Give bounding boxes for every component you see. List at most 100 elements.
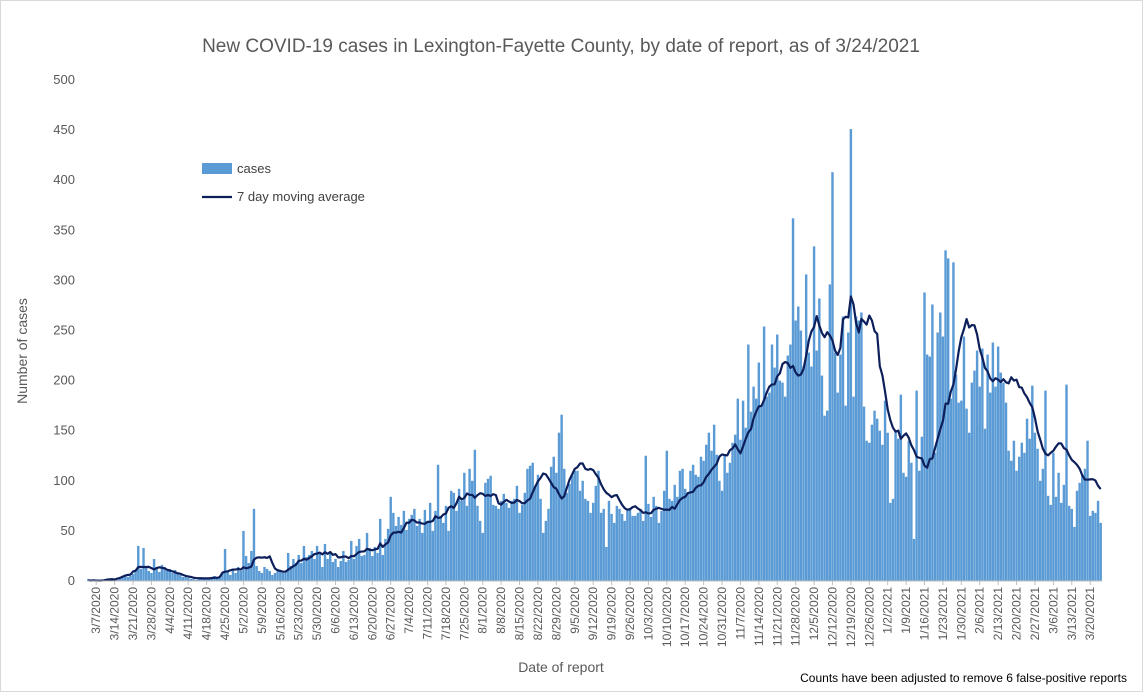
case-bar [492, 504, 495, 581]
x-tick-label: 10/10/2020 [660, 587, 674, 647]
case-bar [223, 548, 227, 581]
case-bar [655, 505, 658, 581]
x-tick-label: 7/18/2020 [439, 587, 453, 641]
case-bar [918, 470, 921, 581]
case-bar [1060, 502, 1063, 581]
case-bar [1038, 480, 1042, 581]
case-bar [741, 400, 745, 581]
case-bar [868, 442, 871, 581]
case-bar [534, 485, 537, 581]
case-bar [689, 470, 692, 581]
case-bar [673, 484, 676, 581]
case-bar [126, 576, 129, 581]
case-bar [986, 354, 989, 581]
case-bar [439, 515, 442, 581]
y-tick-label: 300 [53, 272, 75, 287]
x-tick-label: 2/13/2021 [991, 587, 1005, 641]
case-bar [334, 558, 337, 581]
case-bar [363, 554, 366, 581]
case-bar [515, 485, 519, 581]
x-tick-label: 10/31/2020 [715, 587, 729, 647]
moving-average-line [88, 295, 1102, 582]
case-bar [486, 478, 490, 581]
case-bar [202, 577, 206, 581]
case-bar [1041, 468, 1045, 581]
case-bar [286, 552, 290, 581]
x-axis-label: Date of report [518, 659, 604, 675]
case-bar [284, 570, 287, 581]
case-bar [187, 577, 190, 581]
case-bar [184, 576, 187, 581]
case-bar [137, 545, 140, 581]
case-bar [789, 344, 792, 581]
case-bar [615, 505, 619, 581]
case-bar [258, 570, 261, 581]
x-tick-label: 9/12/2020 [586, 587, 600, 641]
case-bar [1062, 484, 1066, 581]
case-bar [944, 250, 947, 581]
case-bar [552, 456, 555, 581]
case-bar [421, 532, 424, 581]
case-bar [718, 480, 721, 581]
case-bar [1078, 482, 1081, 581]
case-bar [749, 411, 753, 581]
case-bar [862, 406, 866, 581]
case-bar [594, 485, 598, 581]
case-bar [302, 545, 306, 581]
case-bar [994, 386, 997, 581]
case-bar [255, 565, 258, 581]
case-bar [1023, 452, 1026, 581]
case-bar [1083, 468, 1087, 581]
case-bar [760, 405, 763, 581]
case-bar [386, 528, 390, 581]
case-bar [1036, 448, 1039, 581]
case-bar [599, 512, 603, 581]
case-bar [770, 344, 774, 581]
case-bar [883, 400, 887, 581]
case-bar [1049, 504, 1052, 581]
case-bar [854, 316, 858, 581]
case-bar [526, 468, 529, 581]
case-bar [973, 370, 976, 581]
y-tick-label: 450 [53, 122, 75, 137]
case-bar [936, 332, 939, 581]
case-bar [886, 432, 889, 581]
case-bar [1086, 440, 1089, 581]
case-bar [623, 520, 626, 581]
case-bar [368, 547, 371, 581]
case-bar [712, 424, 716, 581]
case-bar [555, 472, 558, 581]
x-tick-label: 4/25/2020 [218, 587, 232, 641]
case-bar [676, 496, 679, 581]
case-bar [697, 476, 700, 581]
case-bar [247, 562, 250, 581]
case-bar [215, 576, 219, 581]
case-bar [1010, 460, 1013, 581]
case-bar [839, 354, 842, 581]
case-bar [378, 518, 382, 581]
case-bar [307, 554, 311, 581]
case-bar [1028, 438, 1031, 581]
case-bar [586, 500, 590, 581]
case-bar [670, 500, 674, 581]
case-bar [163, 566, 166, 581]
case-bar [410, 514, 413, 581]
case-bar [860, 312, 863, 581]
case-bar [957, 402, 960, 581]
case-bar [297, 554, 300, 581]
case-bar [518, 512, 521, 581]
case-bar [431, 530, 434, 581]
case-bar [928, 356, 931, 581]
x-tick-label: 1/16/2021 [918, 587, 932, 641]
x-tick-label: 5/23/2020 [292, 587, 306, 641]
case-bar [276, 568, 279, 581]
case-bar [321, 566, 324, 581]
case-bar [899, 394, 903, 581]
case-bar [131, 573, 135, 581]
x-tick-label: 9/19/2020 [605, 587, 619, 641]
case-bar [357, 538, 361, 581]
x-tick-label: 3/13/2021 [1065, 587, 1079, 641]
case-bar [723, 455, 726, 581]
x-tick-label: 10/24/2020 [697, 587, 711, 647]
